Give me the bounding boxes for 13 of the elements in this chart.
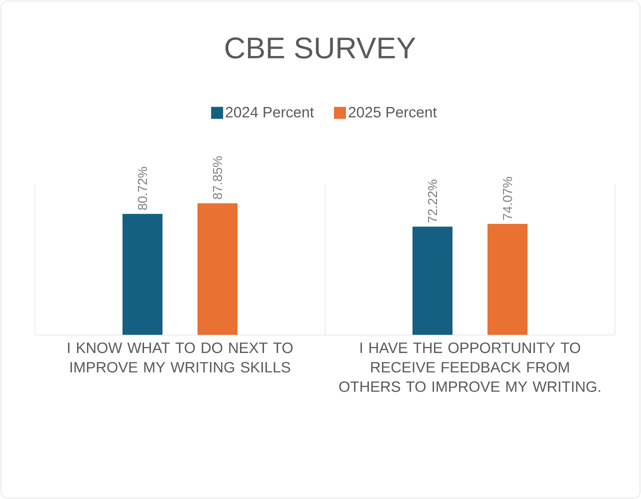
- data-label: 72.22%: [428, 180, 438, 222]
- x-tick-label: I KNOW WHAT TO DO NEXT TO IMPROVE MY WRITING SKILLS: [68, 342, 293, 373]
- bar: [122, 214, 162, 335]
- data-label: 74.07%: [502, 176, 512, 220]
- x-tick-label: I HAVE THE OPPORTUNITY TO RECEIVE FEEDBACK FROM OTHERS TO IMPROVE MY WRITING.: [339, 342, 600, 392]
- data-label: 80.72%: [138, 166, 148, 210]
- bar: [198, 203, 238, 335]
- bar: [488, 224, 528, 335]
- legend-label: 2025 Percent: [348, 106, 437, 118]
- legend-label: 2024 Percent: [226, 106, 314, 118]
- data-label: 87.85%: [212, 156, 222, 200]
- chart-title: CBE SURVEY: [225, 37, 416, 59]
- bar: [412, 226, 453, 335]
